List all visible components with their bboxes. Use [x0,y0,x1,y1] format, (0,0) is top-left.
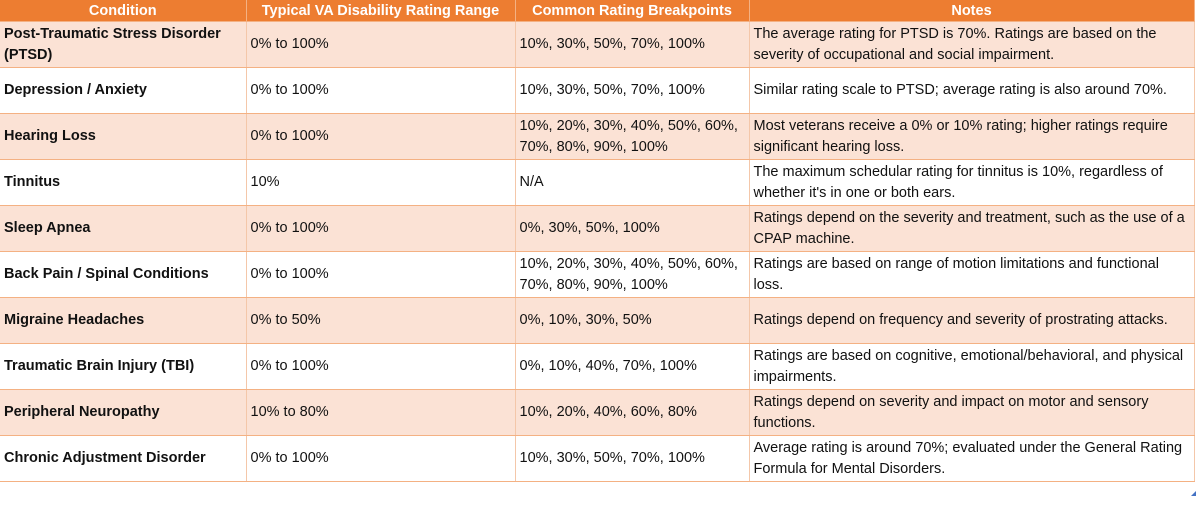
condition-cell[interactable]: Depression / Anxiety [0,67,247,114]
breakpoints-cell[interactable]: 10%, 20%, 40%, 60%, 80% [515,389,750,436]
table-row: Depression / Anxiety 0% to 100% 10%, 30%… [0,67,1195,114]
notes-cell[interactable]: Similar rating scale to PTSD; average ra… [749,67,1195,114]
condition-cell[interactable]: Back Pain / Spinal Conditions [0,251,247,298]
breakpoints-cell[interactable]: 10%, 20%, 30%, 40%, 50%, 60%, 70%, 80%, … [515,251,750,298]
range-cell[interactable]: 0% to 100% [246,67,516,114]
table-row: Traumatic Brain Injury (TBI) 0% to 100% … [0,343,1195,390]
notes-cell[interactable]: Ratings depend on the severity and treat… [749,205,1195,252]
table-row: Migraine Headaches 0% to 50% 0%, 10%, 30… [0,297,1195,344]
notes-cell[interactable]: Ratings depend on severity and impact on… [749,389,1195,436]
table-row: Back Pain / Spinal Conditions 0% to 100%… [0,251,1195,298]
condition-cell[interactable]: Post-Traumatic Stress Disorder (PTSD) [0,21,247,68]
notes-cell[interactable]: Ratings are based on cognitive, emotiona… [749,343,1195,390]
range-cell[interactable]: 0% to 100% [246,435,516,482]
range-cell[interactable]: 0% to 100% [246,113,516,160]
notes-cell[interactable]: Ratings depend on frequency and severity… [749,297,1195,344]
condition-cell[interactable]: Tinnitus [0,159,247,206]
table-row: Chronic Adjustment Disorder 0% to 100% 1… [0,435,1195,482]
breakpoints-cell[interactable]: 10%, 30%, 50%, 70%, 100% [515,67,750,114]
notes-cell[interactable]: Most veterans receive a 0% or 10% rating… [749,113,1195,160]
table-row: Sleep Apnea 0% to 100% 0%, 30%, 50%, 100… [0,205,1195,252]
header-row: Condition Typical VA Disability Rating R… [0,0,1195,22]
range-cell[interactable]: 0% to 100% [246,343,516,390]
header-breakpoints[interactable]: Common Rating Breakpoints [515,0,750,22]
header-rating-range[interactable]: Typical VA Disability Rating Range [246,0,516,22]
range-cell[interactable]: 0% to 50% [246,297,516,344]
notes-cell[interactable]: The maximum schedular rating for tinnitu… [749,159,1195,206]
breakpoints-cell[interactable]: 10%, 30%, 50%, 70%, 100% [515,21,750,68]
condition-cell[interactable]: Hearing Loss [0,113,247,160]
range-cell[interactable]: 0% to 100% [246,251,516,298]
breakpoints-cell[interactable]: 0%, 10%, 40%, 70%, 100% [515,343,750,390]
table-row: Tinnitus 10% N/A The maximum schedular r… [0,159,1195,206]
notes-cell[interactable]: The average rating for PTSD is 70%. Rati… [749,21,1195,68]
breakpoints-cell[interactable]: 0%, 10%, 30%, 50% [515,297,750,344]
range-cell[interactable]: 10% to 80% [246,389,516,436]
condition-cell[interactable]: Sleep Apnea [0,205,247,252]
breakpoints-cell[interactable]: N/A [515,159,750,206]
range-cell[interactable]: 10% [246,159,516,206]
table-row: Hearing Loss 0% to 100% 10%, 20%, 30%, 4… [0,113,1195,160]
breakpoints-cell[interactable]: 10%, 20%, 30%, 40%, 50%, 60%, 70%, 80%, … [515,113,750,160]
breakpoints-cell[interactable]: 0%, 30%, 50%, 100% [515,205,750,252]
table-row: Post-Traumatic Stress Disorder (PTSD) 0%… [0,21,1195,68]
condition-cell[interactable]: Traumatic Brain Injury (TBI) [0,343,247,390]
notes-cell[interactable]: Average rating is around 70%; evaluated … [749,435,1195,482]
condition-cell[interactable]: Peripheral Neuropathy [0,389,247,436]
breakpoints-cell[interactable]: 10%, 30%, 50%, 70%, 100% [515,435,750,482]
notes-cell[interactable]: Ratings are based on range of motion lim… [749,251,1195,298]
range-cell[interactable]: 0% to 100% [246,205,516,252]
table-resize-handle-icon[interactable] [1190,490,1196,496]
va-ratings-table: Condition Typical VA Disability Rating R… [0,0,1195,482]
condition-cell[interactable]: Migraine Headaches [0,297,247,344]
header-condition[interactable]: Condition [0,0,247,22]
condition-cell[interactable]: Chronic Adjustment Disorder [0,435,247,482]
range-cell[interactable]: 0% to 100% [246,21,516,68]
table-row: Peripheral Neuropathy 10% to 80% 10%, 20… [0,389,1195,436]
header-notes[interactable]: Notes [749,0,1195,22]
